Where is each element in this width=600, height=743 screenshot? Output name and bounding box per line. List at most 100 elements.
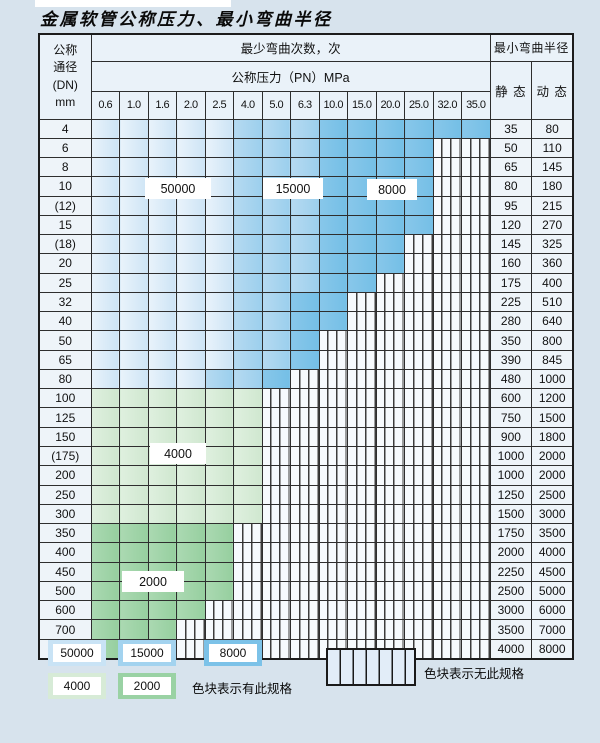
table-row: 600 3000 6000 — [38, 600, 574, 621]
no-spec-hatch-cell — [233, 580, 263, 602]
spec-zone-cell — [204, 137, 234, 159]
no-spec-hatch-cell — [461, 523, 491, 544]
no-spec-hatch-cell — [375, 368, 405, 390]
header-row-2: 公称压力（PN）MPa 静 态 动 态 — [39, 60, 574, 120]
dn-cell: 700 — [38, 619, 92, 640]
spec-zone-cell — [147, 542, 177, 563]
spec-zone-cell — [204, 118, 234, 139]
legend-swatch-label: 4000 — [53, 677, 101, 695]
spec-zone-cell — [90, 503, 120, 525]
spec-zone-cell — [147, 157, 177, 178]
spec-zone-cell — [204, 368, 234, 390]
spec-zone-cell — [404, 157, 434, 178]
dn-cell: 500 — [38, 580, 92, 602]
spec-zone-cell — [176, 137, 206, 159]
no-spec-hatch-cell — [290, 523, 320, 544]
spec-zone-cell — [233, 272, 263, 293]
spec-zone-cell — [90, 523, 120, 544]
table-row: 8 65 145 — [38, 157, 574, 178]
static-value-cell: 95 — [489, 195, 533, 216]
spec-zone-cell — [147, 465, 177, 486]
no-spec-hatch-cell — [404, 349, 434, 370]
static-value-cell: 35 — [489, 118, 533, 139]
no-spec-hatch-cell — [461, 484, 491, 505]
dynamic-value-cell: 4000 — [531, 542, 574, 563]
spec-zone-cell — [261, 118, 291, 139]
spec-table-container: 公称 通径 (DN) mm 最少弯曲次数，次 最小弯曲半径 公称压力（PN）MP… — [38, 33, 575, 660]
spec-zone-cell — [318, 118, 348, 139]
dynamic-value-cell: 1200 — [531, 388, 574, 409]
spec-zone-cell — [119, 311, 149, 332]
spec-zone-cell — [90, 330, 120, 351]
static-value-cell: 80 — [489, 176, 533, 197]
legend-swatch-8000: 8000 — [204, 640, 262, 666]
spec-zone-cell — [90, 214, 120, 236]
no-spec-hatch-cell — [204, 619, 234, 640]
no-spec-hatch-cell — [404, 561, 434, 582]
dynamic-value-cell: 4500 — [531, 561, 574, 582]
pressure-value-cell: 35.0 — [461, 90, 491, 120]
spec-zone-cell — [347, 234, 377, 255]
table-label-2000: 2000 — [122, 571, 184, 592]
spec-zone-cell — [233, 176, 263, 197]
spec-zone-cell — [147, 291, 177, 313]
static-value-cell: 1500 — [489, 503, 533, 525]
spec-zone-cell — [318, 234, 348, 255]
spec-zone-cell — [119, 137, 149, 159]
spec-zone-cell — [176, 407, 206, 428]
no-spec-hatch-cell — [461, 214, 491, 236]
spec-zone-cell — [204, 214, 234, 236]
no-spec-hatch-cell — [233, 561, 263, 582]
spec-zone-cell — [233, 503, 263, 525]
dn-cell: 150 — [38, 426, 92, 448]
table-row: 250 1250 2500 — [38, 484, 574, 505]
spec-zone-cell — [261, 349, 291, 370]
spec-zone-cell — [347, 157, 377, 178]
no-spec-hatch-cell — [261, 407, 291, 428]
table-row: 400 2000 4000 — [38, 542, 574, 563]
no-spec-hatch-cell — [432, 368, 462, 390]
no-spec-hatch-cell — [375, 619, 405, 640]
no-spec-hatch-cell — [375, 272, 405, 293]
dn-cell: 25 — [38, 272, 92, 293]
spec-zone-cell — [204, 157, 234, 178]
spec-zone-cell — [261, 157, 291, 178]
spec-zone-cell — [375, 253, 405, 274]
no-spec-hatch-cell — [461, 561, 491, 582]
no-spec-hatch-cell — [375, 580, 405, 602]
table-row: 700 3500 7000 — [38, 619, 574, 640]
spec-zone-cell — [90, 465, 120, 486]
no-spec-hatch-cell — [347, 523, 377, 544]
spec-zone-cell — [119, 484, 149, 505]
dn-cell: 6 — [38, 137, 92, 159]
pressure-values-row: 0.6 1.0 1.6 2.0 2.5 4.0 5.0 6.3 10.0 15.0 20.0 25.0… — [39, 90, 573, 120]
spec-zone-cell — [204, 503, 234, 525]
spec-zone-cell — [204, 542, 234, 563]
spec-zone-cell — [147, 118, 177, 139]
spec-zone-cell — [261, 272, 291, 293]
table-row: 450 2250 4500 — [38, 561, 574, 582]
no-spec-hatch-cell — [290, 426, 320, 448]
no-spec-hatch-cell — [290, 561, 320, 582]
spec-zone-cell — [347, 214, 377, 236]
spec-zone-cell — [204, 426, 234, 448]
no-spec-hatch-cell — [261, 580, 291, 602]
no-spec-hatch-cell — [404, 253, 434, 274]
static-value-cell: 160 — [489, 253, 533, 274]
table-row: 4 35 80 — [38, 118, 574, 139]
no-spec-hatch-cell — [261, 523, 291, 544]
no-spec-hatch-cell — [432, 272, 462, 293]
dn-cell: 200 — [38, 465, 92, 486]
table-row: (18) 145 325 — [38, 234, 574, 255]
pressure-value-cell: 2.0 — [176, 90, 206, 120]
dn-cell: 8 — [38, 157, 92, 178]
no-spec-hatch-cell — [375, 407, 405, 428]
dn-cell: 15 — [38, 214, 92, 236]
spec-zone-cell — [147, 503, 177, 525]
spec-zone-cell — [290, 118, 320, 139]
spec-zone-cell — [318, 311, 348, 332]
no-spec-hatch-cell — [432, 253, 462, 274]
spec-zone-cell — [261, 368, 291, 390]
spec-zone-cell — [290, 272, 320, 293]
no-spec-hatch-cell — [432, 426, 462, 448]
